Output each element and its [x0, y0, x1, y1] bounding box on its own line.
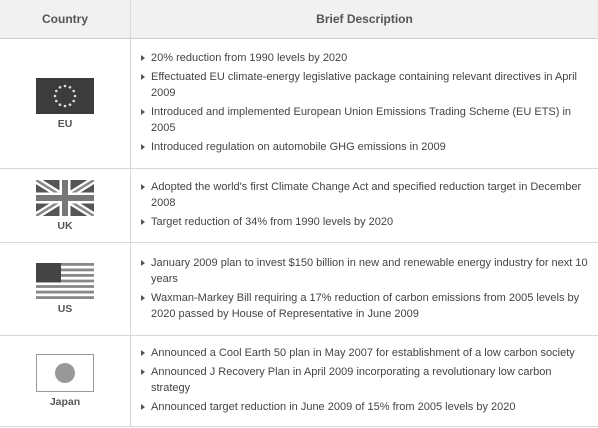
header-cell: Country — [0, 0, 131, 39]
description-cell: Adopted the world's first Climate Change… — [130, 168, 598, 243]
country-name: EU — [57, 117, 73, 130]
us-flag — [36, 263, 94, 299]
country-cell: Japan — [0, 335, 131, 427]
description-item: Introduced regulation on automobile GHG … — [139, 139, 590, 155]
country-name: US — [57, 303, 73, 315]
description-item: Introduced and implemented European Unio… — [139, 104, 590, 136]
description-item: Announced J Recovery Plan in April 2009 … — [139, 364, 590, 396]
description-item: Waxman-Markey Bill requiring a 17% reduc… — [139, 290, 590, 322]
row: UK Adopted the world's first Climate Cha… — [0, 168, 598, 243]
row: EU 20% reduction from 1990 levels by 202… — [0, 38, 598, 169]
eu-flag — [36, 77, 94, 114]
uk-flag — [36, 179, 94, 216]
description-item: Announced a Cool Earth 50 plan in May 20… — [139, 345, 590, 361]
description-cell: Announced a Cool Earth 50 plan in May 20… — [130, 335, 598, 427]
header-row: Country Brief Description — [0, 0, 598, 39]
description-cell: 20% reduction from 1990 levels by 2020 Ef… — [130, 38, 598, 169]
japan-flag — [36, 354, 94, 392]
description-item: Adopted the world's first Climate Change… — [139, 179, 590, 211]
description-item: Target reduction of 34% from 1990 levels… — [139, 214, 590, 230]
description-item: 20% reduction from 1990 levels by 2020 — [139, 50, 590, 66]
country-name: Japan — [49, 396, 81, 408]
item-list: 20% reduction from 1990 levels by 2020 Ef… — [131, 45, 598, 162]
description-cell: January 2009 plan to invest $150 billion… — [130, 242, 598, 336]
description-item: Effectuated EU climate-energy legislativ… — [139, 69, 590, 101]
item-list: Adopted the world's first Climate Change… — [131, 174, 598, 237]
header-cell: Brief Description — [130, 0, 598, 39]
row: US January 2009 plan to invest $150 bill… — [0, 242, 598, 336]
row: Japan Announced a Cool Earth 50 plan in … — [0, 335, 598, 427]
description-item: Announced target reduction in June 2009 … — [139, 399, 590, 415]
country-cell: EU — [0, 38, 131, 169]
item-list: Announced a Cool Earth 50 plan in May 20… — [131, 340, 598, 422]
country-cell: US — [0, 242, 131, 336]
description-item: January 2009 plan to invest $150 billion… — [139, 255, 590, 287]
item-list: January 2009 plan to invest $150 billion… — [131, 250, 598, 329]
country-name: UK — [57, 219, 73, 232]
country-cell: UK — [0, 168, 131, 243]
